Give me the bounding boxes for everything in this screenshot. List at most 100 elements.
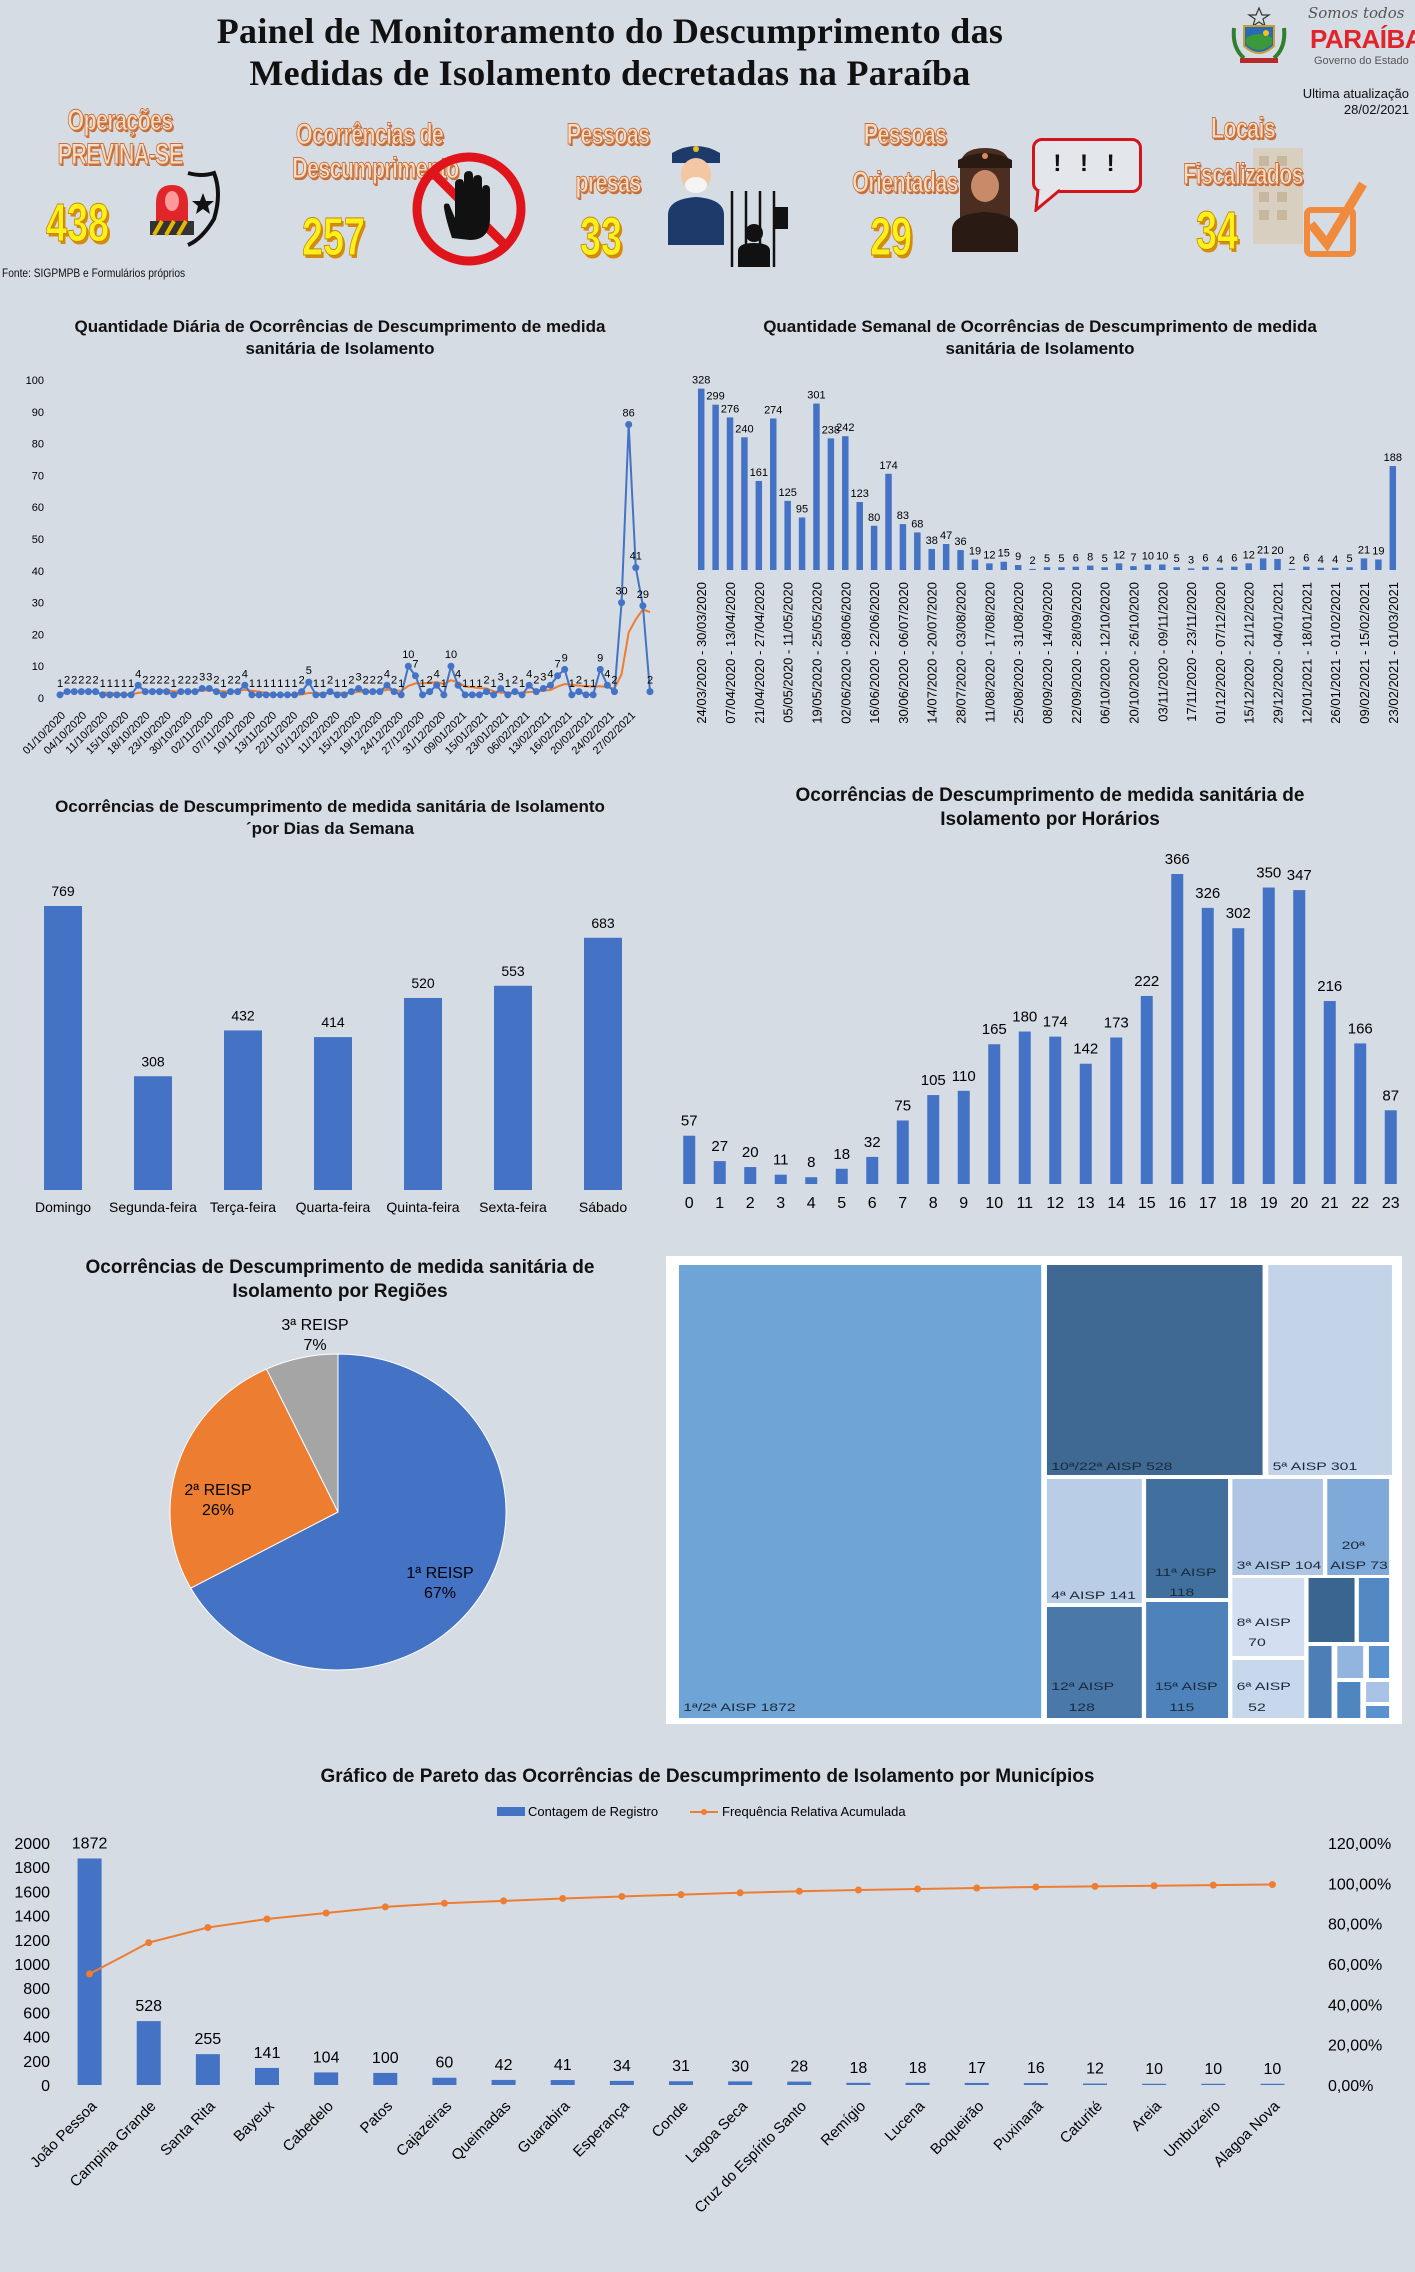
bar <box>712 404 719 570</box>
treemap-cell <box>1305 1576 1358 1644</box>
data-point <box>191 688 199 696</box>
data-point <box>546 681 554 689</box>
x-tick-label: Puxinanã <box>990 2097 1047 2154</box>
data-label: 1 <box>476 678 482 690</box>
treemap-cell <box>1334 1644 1367 1680</box>
data-point <box>440 691 448 699</box>
police-officer-jail-icon <box>668 146 788 267</box>
data-point <box>618 599 626 607</box>
data-point <box>390 688 398 696</box>
bar <box>1023 2083 1048 2085</box>
x-tick-label: Lucena <box>882 2097 929 2144</box>
cumulative-point <box>86 1970 94 1978</box>
data-label: 1 <box>220 678 226 690</box>
bar <box>584 937 622 1190</box>
data-label: 3 <box>498 671 504 683</box>
bar <box>1029 568 1036 570</box>
x-tick-label: 14/07/2020 - 20/07/2020 <box>925 582 940 724</box>
data-point <box>483 688 491 696</box>
bar <box>134 1076 172 1190</box>
data-point <box>141 688 149 696</box>
bar <box>432 2077 457 2085</box>
pareto-chart: Contagem de Registro Frequência Relativa … <box>14 1804 1391 2217</box>
hourly-chart-title: Ocorrências de Descumprimento de medida … <box>700 784 1400 832</box>
bar-value-label: 528 <box>135 1998 162 2015</box>
bar-value-label: 276 <box>721 403 739 415</box>
title-line: sanitária de Isolamento <box>945 339 1135 358</box>
bar-value-label: 4 <box>1332 554 1338 566</box>
bar-value-label: 15 <box>998 548 1010 560</box>
bar-value-label: 95 <box>796 503 808 515</box>
treemap-label: 6ª AISP <box>1237 1680 1291 1692</box>
data-point <box>283 691 291 699</box>
building-check-icon <box>1253 148 1367 257</box>
bar-value-label: 242 <box>836 422 854 434</box>
x-tick-label: 29/12/2020 - 04/01/2021 <box>1271 582 1286 724</box>
treemap-cell <box>1229 1576 1308 1658</box>
data-label: 1 <box>491 678 497 690</box>
title-line-1: Painel de Monitoramento do Descumpriment… <box>216 11 1004 51</box>
slice-label: 2ª REISP <box>184 1482 251 1499</box>
bar <box>1115 563 1123 570</box>
data-label: 4 <box>604 668 610 680</box>
bar-value-label: 350 <box>1256 865 1281 882</box>
kpi-label-line1: Locais <box>1210 112 1277 146</box>
treemap-label: 12ª AISP <box>1051 1680 1114 1692</box>
bar-value-label: 141 <box>254 2045 281 2062</box>
title-line: Isolamento por Horários <box>940 809 1160 830</box>
bar <box>787 2081 812 2085</box>
x-tick-label: 19 <box>1260 1195 1278 1212</box>
data-label: 2 <box>483 675 489 687</box>
treemap-label: 118 <box>1169 1586 1194 1598</box>
bar-value-label: 68 <box>911 518 923 530</box>
title-line: sanitária de Isolamento <box>245 339 435 358</box>
bar-value-label: 87 <box>1382 1087 1399 1104</box>
y-tick-label: 80 <box>32 439 44 451</box>
bar-value-label: 19 <box>969 545 981 557</box>
data-label: 3 <box>355 671 361 683</box>
x-tick-label: 2 <box>746 1195 755 1212</box>
y-tick-label: 60 <box>32 502 44 514</box>
bar <box>1140 995 1153 1184</box>
cumulative-point <box>854 1886 862 1894</box>
bar <box>1130 566 1137 570</box>
data-point <box>347 688 355 696</box>
bar <box>1014 565 1022 570</box>
y-tick-label: 20 <box>32 629 44 641</box>
data-point <box>404 662 412 670</box>
y-left-tick-label: 600 <box>23 2005 50 2022</box>
bar <box>835 1168 848 1184</box>
treemap-label: 10ª/22ª AISP 528 <box>1051 1460 1172 1472</box>
bar <box>813 403 820 570</box>
x-tick-label: 21 <box>1321 1195 1339 1212</box>
bar-value-label: 27 <box>711 1138 728 1155</box>
y-left-tick-label: 1600 <box>14 1884 50 1901</box>
data-point <box>632 564 640 572</box>
cumulative-point <box>500 1897 508 1905</box>
bar <box>957 1090 970 1184</box>
x-tick-label: 15 <box>1138 1195 1156 1212</box>
kpi-label-line1: Operações <box>67 104 174 138</box>
bar <box>1232 928 1245 1184</box>
bar <box>1288 568 1296 570</box>
bar-value-label: 4 <box>1217 554 1223 566</box>
bar <box>1245 563 1252 570</box>
x-tick-label: 24/03/2020 - 30/03/2020 <box>694 582 709 724</box>
bar-value-label: 6 <box>1202 553 1208 565</box>
bar-value-label: 28 <box>790 2059 808 2076</box>
bar <box>1375 559 1382 570</box>
bar <box>373 2072 398 2085</box>
data-label: 1 <box>441 678 447 690</box>
data-label: 10 <box>402 649 414 661</box>
cumulative-point <box>440 1899 448 1907</box>
bar-value-label: 11 <box>773 1152 789 1169</box>
data-label: 1 <box>292 678 298 690</box>
hourly-bar-chart: 5702712021138418532675710581109165101801… <box>681 851 1400 1212</box>
data-label: 2 <box>78 675 84 687</box>
data-label: 1 <box>100 678 106 690</box>
data-label: 9 <box>597 652 603 664</box>
treemap-label: 115 <box>1169 1701 1194 1713</box>
x-tick-label: 18 <box>1229 1195 1247 1212</box>
data-point <box>575 688 583 696</box>
